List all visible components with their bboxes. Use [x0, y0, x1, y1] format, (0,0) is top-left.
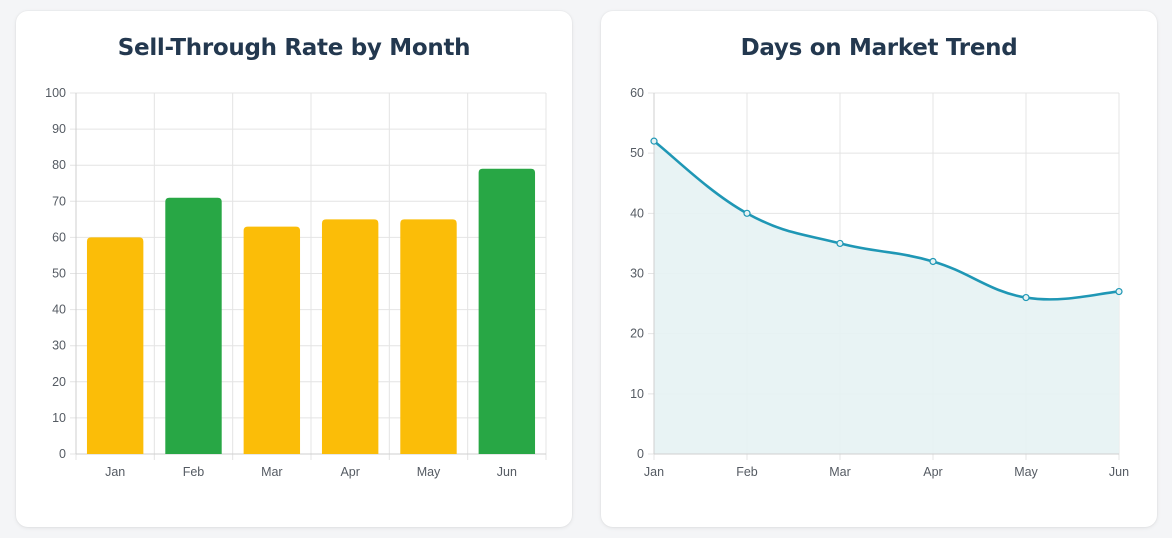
y-tick-label: 30: [52, 339, 66, 353]
y-tick-label: 90: [52, 122, 66, 136]
y-tick-label: 40: [52, 303, 66, 317]
y-tick-label: 80: [52, 158, 66, 172]
x-tick-label: Jun: [497, 465, 517, 479]
sell-through-chart-card: Sell-Through Rate by Month 0 10 20 30 40 50 60…: [16, 11, 572, 527]
y-tick-label: 20: [630, 327, 644, 341]
chart-title: Days on Market Trend: [740, 35, 1018, 61]
y-tick-label: 40: [630, 206, 644, 220]
x-tick-label: Mar: [261, 465, 283, 479]
x-tick-label: May: [1014, 465, 1038, 479]
point-mar: [836, 239, 844, 248]
bar-may: [400, 219, 457, 454]
x-tick-label: Feb: [736, 465, 758, 479]
bar-jan: [86, 237, 144, 454]
y-tick-label: 70: [52, 194, 66, 208]
y-tick-label: 10: [630, 387, 644, 401]
x-tick-label: Mar: [829, 465, 851, 479]
y-tick-label: 0: [637, 447, 644, 461]
point-jun: [1115, 287, 1123, 296]
bar-feb: [165, 197, 222, 454]
x-tick-label: Apr: [923, 465, 942, 479]
series-line: [653, 140, 1120, 301]
y-tick-label: 30: [630, 267, 644, 281]
sell-through-bar-chart: 0 10 20 30 40 50 60 70 80 90 100 Jan Feb Mar Apr May Jun: [45, 86, 547, 479]
x-tick-label: Apr: [340, 465, 359, 479]
y-tick-label: 0: [59, 447, 66, 461]
x-tick-label: Jan: [644, 465, 664, 479]
chart-title: Sell-Through Rate by Month: [117, 35, 471, 61]
days-on-market-chart-card: Days on Market Trend 0 10 20 30 40 50 60 Jan Feb…: [601, 11, 1157, 527]
y-tick-label: 60: [630, 86, 644, 100]
point-feb: [743, 209, 751, 217]
x-tick-label: Jan: [105, 465, 125, 479]
x-tick-label: May: [417, 465, 441, 479]
x-tick-label: Feb: [183, 465, 205, 479]
y-tick-label: 100: [45, 86, 66, 100]
y-tick-label: 50: [630, 146, 644, 160]
point-apr: [929, 257, 937, 266]
y-tick-label: 60: [52, 230, 66, 244]
bar-mar: [243, 226, 301, 454]
y-tick-label: 50: [52, 267, 66, 281]
bar-apr: [321, 219, 379, 454]
days-on-market-line-chart: 0 10 20 30 40 50 60 Jan Feb Mar Apr May Jun: [630, 86, 1129, 479]
y-tick-label: 20: [52, 375, 66, 389]
area-fill: [654, 141, 1119, 454]
point-jan: [650, 137, 658, 145]
bar-jun: [478, 168, 536, 454]
point-may: [1022, 293, 1030, 302]
y-tick-label: 10: [52, 411, 66, 425]
x-tick-label: Jun: [1109, 465, 1129, 479]
